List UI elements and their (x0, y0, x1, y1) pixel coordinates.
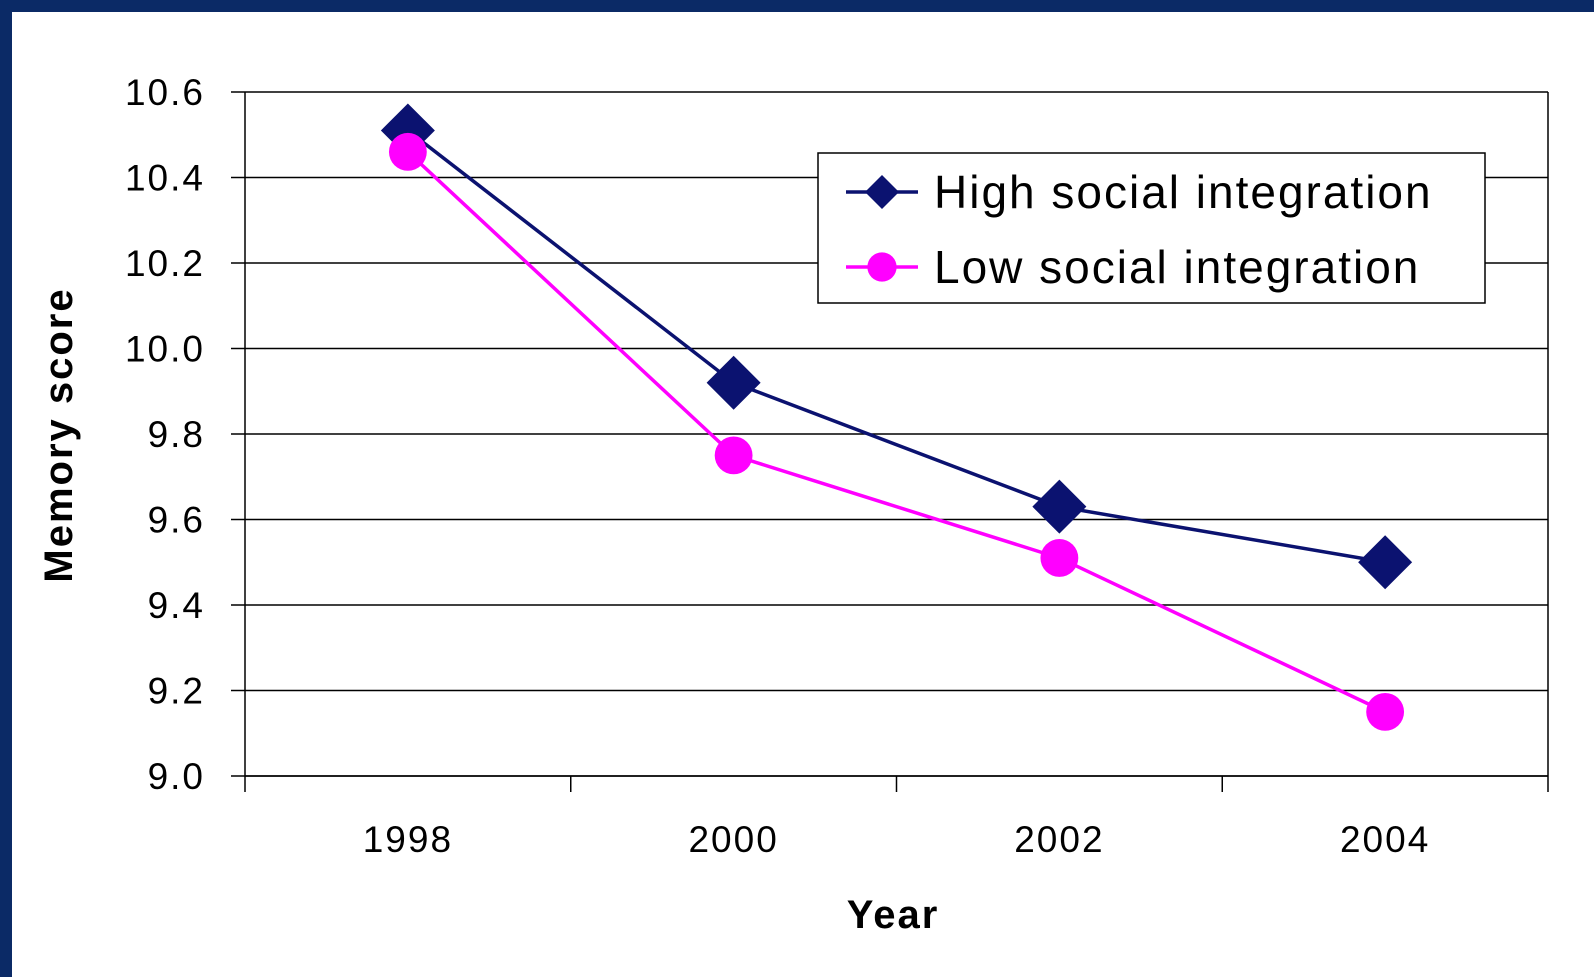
data-point (706, 355, 761, 410)
series-high (380, 103, 1413, 590)
data-point (1032, 479, 1087, 534)
series-line (406, 150, 1386, 714)
data-point (1366, 692, 1405, 731)
legend-marker (867, 252, 897, 282)
y-tick-label: 9.4 (148, 585, 205, 626)
legend-entry: High social integration (846, 166, 1433, 218)
y-tick-label: 10.2 (125, 243, 205, 284)
series-line (406, 129, 1386, 564)
x-tick-label: 2002 (1014, 819, 1104, 860)
x-tick-label: 1998 (363, 819, 453, 860)
data-point (1358, 535, 1413, 590)
x-tick-labels: 1998 2000 2002 2004 (363, 819, 1430, 860)
y-tick-label: 10.4 (125, 158, 205, 199)
y-tick-label: 9.6 (148, 500, 205, 541)
data-point (714, 436, 753, 475)
y-tick-label: 10.6 (125, 72, 205, 113)
legend-label: Low social integration (934, 241, 1420, 293)
data-point (1040, 539, 1079, 577)
legend-box (817, 152, 1486, 304)
y-tick-label: 9.0 (148, 756, 205, 797)
y-tick-label: 9.2 (148, 671, 205, 712)
x-tick-label: 2004 (1340, 819, 1430, 860)
legend-entry: Low social integration (846, 241, 1420, 293)
y-axis-title: Memory score (37, 287, 81, 582)
legend-marker (865, 175, 899, 209)
y-tick-label: 9.8 (148, 414, 205, 455)
y-tick-labels: 10.6 10.4 10.2 10.0 9.8 9.6 9.4 9.2 9.0 (125, 72, 205, 797)
x-axis-title: Year (847, 893, 940, 937)
series-low (388, 132, 1405, 731)
legend-label: High social integration (934, 166, 1433, 218)
legend: High social integration Low social integr… (817, 152, 1486, 304)
x-tick-label: 2000 (688, 819, 778, 860)
data-point (388, 132, 427, 171)
series (380, 103, 1413, 731)
axes (231, 91, 1549, 792)
y-tick-label: 10.0 (125, 329, 205, 370)
